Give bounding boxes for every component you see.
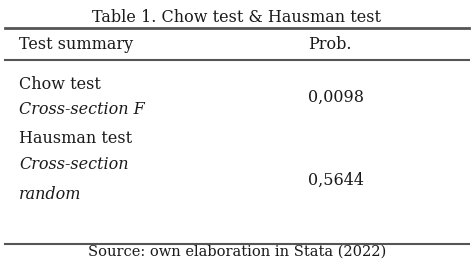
Text: Hausman test: Hausman test bbox=[19, 130, 132, 147]
Text: Prob.: Prob. bbox=[308, 36, 352, 53]
Text: Test summary: Test summary bbox=[19, 36, 133, 53]
Text: Cross-section: Cross-section bbox=[19, 156, 128, 173]
Text: random: random bbox=[19, 186, 82, 203]
Text: Cross-section F: Cross-section F bbox=[19, 101, 145, 118]
Text: Source: own elaboration in Stata (2022): Source: own elaboration in Stata (2022) bbox=[88, 245, 386, 258]
Text: 0,5644: 0,5644 bbox=[308, 172, 364, 189]
Text: Chow test: Chow test bbox=[19, 76, 101, 93]
Text: 0,0098: 0,0098 bbox=[308, 89, 364, 106]
Text: Table 1. Chow test & Hausman test: Table 1. Chow test & Hausman test bbox=[92, 9, 382, 26]
